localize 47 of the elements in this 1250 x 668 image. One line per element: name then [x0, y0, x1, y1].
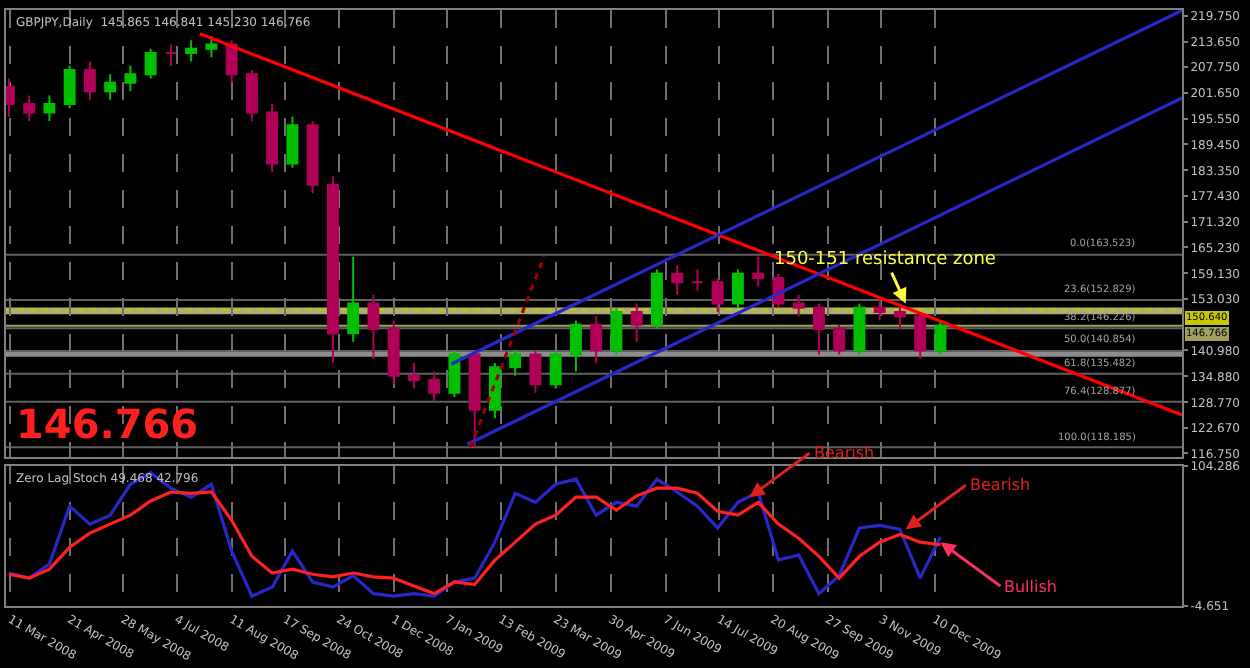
candlestick	[752, 255, 765, 288]
candlestick	[124, 64, 137, 93]
candlestick	[326, 175, 339, 365]
candlestick	[711, 277, 724, 314]
candlestick	[306, 119, 319, 195]
candlestick	[387, 319, 400, 386]
candlestick	[407, 362, 420, 390]
candlestick	[225, 39, 238, 84]
candlestick	[428, 370, 441, 403]
candlestick	[468, 349, 481, 449]
candlestick	[266, 102, 279, 173]
annotation: 146.766	[16, 400, 199, 448]
candlestick	[914, 311, 927, 360]
candlestick	[569, 319, 582, 373]
candlestick	[853, 302, 866, 356]
candlestick	[83, 60, 96, 101]
candlestick	[245, 68, 258, 122]
annotation: Bullish	[1004, 578, 1057, 596]
candlestick	[833, 323, 846, 356]
annotation: Bearish	[970, 476, 1031, 494]
candlestick	[873, 298, 886, 322]
candlestick	[731, 268, 744, 309]
candlestick	[367, 294, 380, 360]
candlestick	[630, 302, 643, 343]
candlestick	[43, 94, 56, 122]
candlestick	[812, 302, 825, 356]
candlestick	[590, 315, 603, 365]
candlestick	[286, 115, 299, 169]
candlestick	[488, 362, 501, 420]
candlestick	[63, 64, 76, 110]
candlestick	[509, 349, 522, 377]
candlestick	[144, 47, 157, 80]
candlestick	[185, 39, 198, 63]
candlestick	[650, 268, 663, 331]
candlestick	[347, 255, 360, 343]
candlestick	[529, 349, 542, 394]
candlestick	[691, 268, 704, 292]
candlestick	[104, 73, 117, 101]
candlestick	[671, 264, 684, 297]
candlestick	[448, 349, 461, 399]
candlestick	[549, 349, 562, 390]
candlestick	[23, 94, 36, 122]
candlestick	[164, 43, 177, 67]
candlestick	[934, 319, 947, 356]
candlestick	[205, 34, 218, 59]
candlestick	[792, 294, 805, 318]
candlestick	[610, 306, 623, 356]
